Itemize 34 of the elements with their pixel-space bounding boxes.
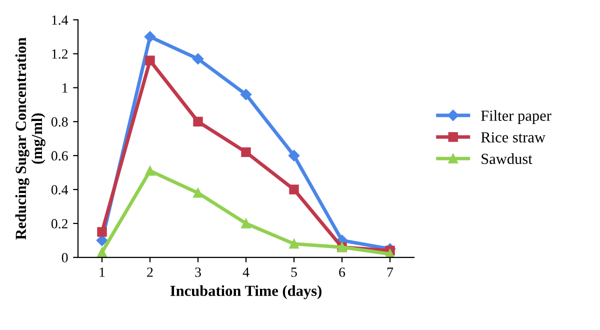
y-axis-title: Reducing Sugar Concentration (mg/ml) [15, 38, 46, 240]
point [241, 218, 251, 228]
y-tick-label: 1.4 [52, 15, 68, 25]
y-tick-label: 0 [62, 252, 68, 262]
point [192, 53, 204, 64]
x-axis-title: Incubation Time (days) [170, 285, 322, 300]
point [144, 31, 156, 42]
x-tick-label: 2 [147, 268, 153, 277]
y-tick-label: 1.2 [52, 49, 68, 59]
y-tick-label: 0.6 [51, 151, 68, 161]
legend-label: Rice straw [481, 132, 546, 142]
legend-label: Sawdust [482, 153, 532, 164]
x-tick-label: 4 [242, 268, 250, 277]
y-tick-label: 0.4 [51, 185, 68, 195]
x-tick-label: 6 [339, 268, 346, 277]
point [193, 116, 203, 126]
y-tick-label: 1 [62, 83, 68, 93]
x-tick-label: 3 [195, 268, 201, 277]
x-tick-label: 5 [291, 268, 297, 277]
x-tick-label: 1 [100, 268, 105, 277]
point [289, 238, 299, 249]
y-tick-label: 0.8 [51, 117, 68, 127]
y-tick-label: 0.2 [51, 219, 68, 228]
legend-label: Filter paper [481, 110, 552, 124]
point [97, 247, 107, 258]
point [241, 147, 251, 158]
point [145, 166, 155, 176]
point [193, 188, 203, 198]
point [240, 88, 252, 100]
point [145, 56, 155, 66]
point [288, 150, 300, 162]
point [97, 227, 107, 237]
x-tick-label: 7 [387, 268, 394, 277]
point [289, 184, 299, 194]
